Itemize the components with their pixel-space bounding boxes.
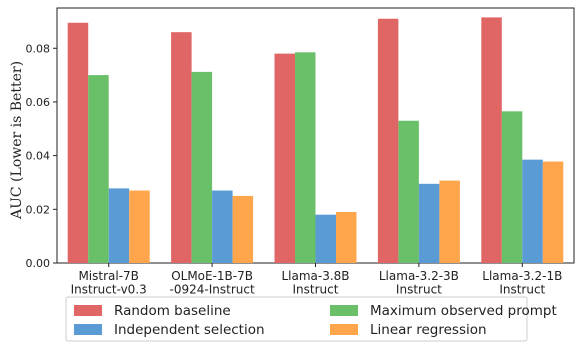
legend-label: Maximum observed prompt bbox=[370, 303, 557, 319]
bar bbox=[67, 22, 89, 264]
legend-swatch bbox=[330, 305, 358, 316]
x-tick-label: Mistral-7B bbox=[78, 269, 138, 283]
x-tick-label: Llama-3.8B bbox=[281, 269, 349, 283]
labels: 0.00 0.02 0.04 0.06 0.08 Mistral-7BInstruct-v… bbox=[26, 42, 563, 296]
bar bbox=[191, 71, 213, 263]
y-tick-label: 0.06 bbox=[26, 96, 51, 109]
legend: Random baseline Maximum observed prompt In… bbox=[65, 296, 557, 342]
bar bbox=[88, 75, 109, 264]
x-tick-label: Llama-3.2-1B bbox=[482, 269, 562, 283]
bar bbox=[232, 195, 254, 263]
bar bbox=[522, 159, 543, 263]
bar bbox=[398, 120, 419, 263]
x-tick-label: Instruct bbox=[499, 283, 545, 297]
y-tick-label: 0.00 bbox=[26, 257, 51, 270]
bar bbox=[108, 188, 130, 263]
bars bbox=[67, 17, 564, 264]
bar bbox=[542, 161, 564, 263]
bar bbox=[315, 214, 336, 263]
bar bbox=[295, 52, 316, 263]
bar bbox=[418, 183, 440, 263]
legend-swatch bbox=[330, 324, 358, 335]
bar bbox=[212, 190, 233, 263]
x-tick-label: Llama-3.2-3B bbox=[379, 269, 459, 283]
y-tick-label: 0.04 bbox=[26, 150, 51, 163]
x-tick-label: Instruct-v0.3 bbox=[71, 283, 147, 297]
legend-label: Random baseline bbox=[114, 303, 231, 319]
bar bbox=[481, 17, 502, 263]
y-tick-label: 0.02 bbox=[26, 203, 51, 216]
legend-label: Independent selection bbox=[114, 322, 265, 338]
bar bbox=[171, 32, 192, 263]
legend-box bbox=[65, 296, 528, 342]
x-tick-label: Instruct bbox=[293, 283, 339, 297]
y-axis-title: AUC (Lower is Better) bbox=[9, 61, 25, 220]
x-tick-label: -0924-Instruct bbox=[170, 283, 255, 297]
bar bbox=[274, 53, 295, 264]
bar bbox=[129, 190, 150, 263]
y-tick-label: 0.08 bbox=[26, 42, 51, 55]
bar bbox=[439, 180, 460, 263]
bar bbox=[377, 18, 399, 263]
x-tick-label: Instruct bbox=[396, 283, 442, 297]
bar bbox=[501, 111, 523, 263]
legend-label: Linear regression bbox=[370, 322, 487, 338]
legend-swatch bbox=[74, 305, 102, 316]
x-tick-label: OLMoE-1B-7B bbox=[171, 269, 253, 283]
legend-swatch bbox=[74, 324, 102, 335]
bar bbox=[336, 212, 357, 263]
